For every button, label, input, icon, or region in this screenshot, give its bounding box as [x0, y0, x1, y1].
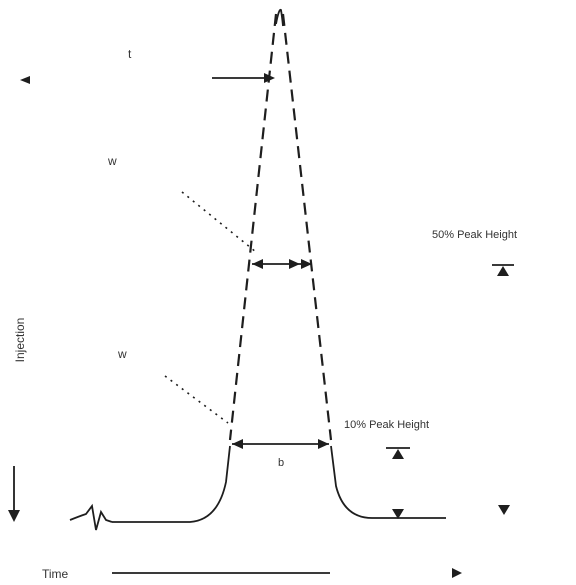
half-height-marker-arrow: [497, 266, 509, 276]
y-axis-arrowhead: [8, 510, 20, 522]
half-height-annotation: 50% Peak Height: [432, 229, 517, 241]
base-width-arrowhead-left: [232, 439, 243, 449]
half-height-arrowhead-left: [252, 259, 263, 269]
width-half-height-label: w: [107, 154, 117, 168]
width-base-label: w: [117, 347, 127, 361]
peak-apex: [275, 8, 284, 27]
base-height-marker-arrow: [392, 449, 404, 459]
half-height-arrowhead-right: [301, 259, 312, 269]
injection-marker-arrow: [20, 76, 30, 84]
base-height-annotation: 10% Peak Height: [344, 419, 429, 431]
baseline-marker-arrow-right: [498, 505, 510, 515]
x-axis-label: Time: [42, 567, 69, 581]
half-height-arrowhead-mid: [289, 259, 300, 269]
baseline-marker-arrow-left: [392, 509, 404, 519]
peak-left-flank: [228, 13, 278, 441]
peak-foot-curve: [112, 445, 231, 523]
baseline-width-label: b: [278, 457, 284, 469]
peak-tail-curve: [330, 445, 446, 519]
width-half-height-leader: [181, 191, 257, 253]
retention-time-label: t: [128, 47, 132, 61]
x-axis-arrowhead: [452, 568, 462, 578]
peak-right-flank: [281, 13, 333, 441]
width-base-leader: [164, 375, 229, 424]
base-width-arrowhead-right: [318, 439, 329, 449]
injection-squiggle: [69, 503, 113, 531]
y-axis-label: Injection: [13, 318, 27, 363]
